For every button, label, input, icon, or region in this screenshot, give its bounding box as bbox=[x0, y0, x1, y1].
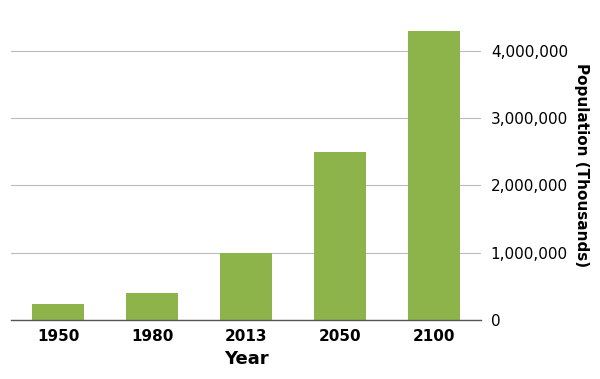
Bar bbox=[126, 293, 178, 319]
X-axis label: Year: Year bbox=[224, 350, 268, 368]
Y-axis label: Population (Thousands): Population (Thousands) bbox=[574, 63, 589, 268]
Bar bbox=[32, 304, 84, 319]
Bar bbox=[314, 152, 366, 319]
Bar bbox=[220, 252, 272, 319]
Bar bbox=[408, 31, 460, 319]
